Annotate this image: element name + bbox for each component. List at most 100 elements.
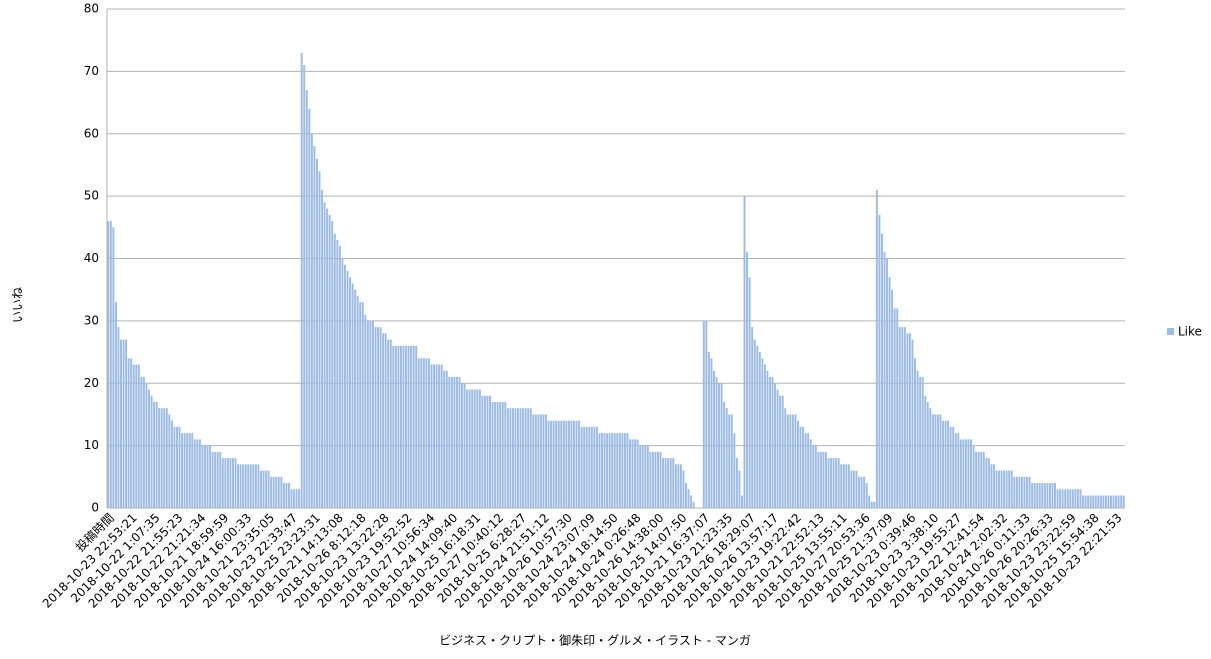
bar: [183, 433, 186, 508]
bar: [310, 133, 313, 508]
bar: [1122, 495, 1125, 508]
bar: [987, 458, 990, 508]
bar: [524, 408, 527, 508]
bar: [349, 277, 352, 508]
bar: [606, 433, 609, 508]
bar: [178, 426, 181, 508]
bar: [618, 433, 621, 508]
bar: [473, 389, 476, 508]
bar: [313, 146, 316, 508]
bar: [852, 470, 855, 508]
bar: [776, 389, 779, 508]
bar: [746, 252, 749, 508]
bar: [214, 451, 217, 508]
bar: [575, 420, 578, 508]
y-tick-label: 20: [84, 376, 99, 390]
bar: [921, 377, 924, 508]
bar: [878, 214, 881, 508]
bar: [908, 333, 911, 508]
bar: [766, 370, 769, 508]
bar: [774, 383, 777, 508]
bar: [896, 308, 899, 508]
bar: [425, 358, 428, 508]
bar: [173, 426, 176, 508]
bar: [845, 464, 848, 508]
bar: [588, 426, 591, 508]
bar: [366, 320, 369, 508]
bar: [1015, 476, 1018, 508]
bar: [753, 339, 756, 508]
bar: [252, 464, 255, 508]
bar: [1087, 495, 1090, 508]
bar: [532, 414, 535, 508]
bar: [229, 458, 232, 508]
bar: [148, 389, 150, 508]
bar: [275, 476, 278, 508]
bar: [290, 489, 293, 508]
bar: [247, 464, 250, 508]
bar: [667, 458, 670, 508]
bar: [328, 214, 331, 508]
bar: [977, 451, 980, 508]
bar: [664, 458, 667, 508]
bar: [613, 433, 616, 508]
bar: [285, 483, 288, 508]
bar: [239, 464, 242, 508]
bar: [1000, 470, 1003, 508]
bar: [1056, 489, 1059, 508]
bar: [435, 364, 438, 508]
bar: [916, 370, 919, 508]
bar: [1082, 495, 1084, 508]
bar: [244, 464, 247, 508]
bar: [270, 476, 273, 508]
bar: [168, 414, 171, 508]
bar: [690, 495, 693, 508]
bar: [1066, 489, 1069, 508]
bar: [725, 408, 728, 508]
bar: [616, 433, 619, 508]
bar: [343, 264, 346, 508]
bar: [188, 433, 191, 508]
bar: [150, 395, 153, 508]
bar: [506, 408, 509, 508]
bar: [170, 420, 173, 508]
bar: [468, 389, 471, 508]
bar: [379, 327, 382, 508]
bar: [562, 420, 565, 508]
bar: [870, 501, 873, 508]
y-tick-label: 40: [84, 251, 99, 265]
bar: [547, 420, 550, 508]
bar: [440, 364, 443, 508]
bar: [455, 377, 458, 508]
bar: [832, 458, 835, 508]
bar: [906, 333, 909, 508]
bar: [280, 476, 283, 508]
bar: [389, 339, 392, 508]
bar: [580, 426, 583, 508]
bar: [155, 401, 158, 508]
bar: [206, 445, 209, 508]
bar: [1013, 476, 1016, 508]
bar: [448, 377, 451, 508]
bar: [209, 445, 212, 508]
bar: [784, 408, 787, 508]
bar: [242, 464, 245, 508]
bar: [132, 364, 135, 508]
bar: [939, 414, 942, 508]
bar: [654, 451, 657, 508]
bar: [743, 196, 746, 508]
bar: [364, 314, 367, 508]
bar: [873, 501, 876, 508]
bar: [1104, 495, 1107, 508]
bar: [860, 476, 863, 508]
bar: [1079, 489, 1082, 508]
bar: [590, 426, 593, 508]
bar: [120, 339, 122, 508]
bar: [779, 395, 782, 508]
bar: [601, 433, 603, 508]
legend-label: Like: [1178, 325, 1202, 339]
bar: [478, 389, 481, 508]
bar: [822, 451, 825, 508]
bar: [898, 327, 901, 508]
bar: [952, 426, 955, 508]
